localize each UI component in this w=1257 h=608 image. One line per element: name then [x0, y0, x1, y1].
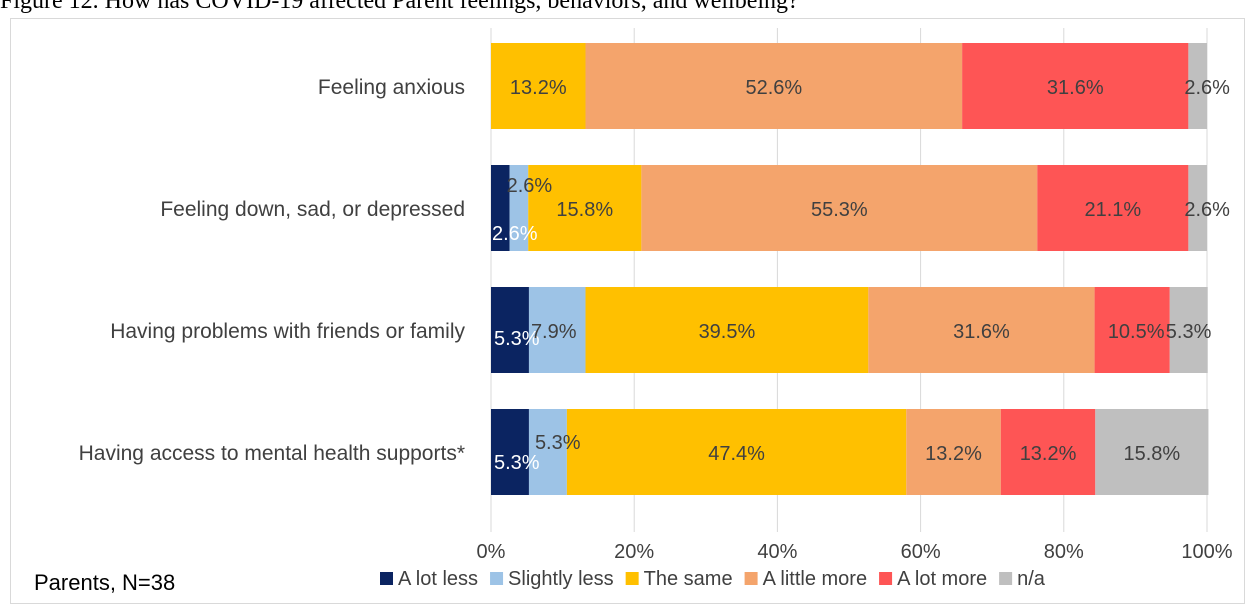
legend-entry: A lot more	[897, 568, 987, 590]
bar-segment	[962, 43, 1189, 129]
x-tick-label: 100%	[1181, 541, 1232, 563]
data-label: 5.3%	[535, 432, 581, 454]
bar-segment	[585, 287, 869, 373]
category-label: Having access to mental health supports*	[79, 442, 465, 465]
data-label: 2.6%	[1184, 77, 1230, 99]
data-label: 7.9%	[531, 321, 577, 343]
category-label: Feeling anxious	[318, 76, 465, 99]
legend-swatch	[380, 572, 393, 585]
bar-segment	[1094, 287, 1170, 373]
data-label: 5.3%	[494, 328, 540, 350]
category-labels: Feeling anxious Feeling down, sad, or dep…	[79, 76, 466, 465]
legend-entry: A little more	[763, 568, 867, 590]
bar-segment	[1188, 165, 1207, 251]
data-label: 31.6%	[953, 321, 1010, 343]
data-label: 39.5%	[699, 321, 756, 343]
legend-entry: n/a	[1017, 568, 1046, 590]
bar-segment	[528, 409, 567, 495]
data-label: 5.3%	[1166, 321, 1212, 343]
bar-segment	[491, 409, 529, 495]
bar-segment	[1095, 409, 1209, 495]
bar-segment	[566, 409, 907, 495]
data-label: 2.6%	[507, 175, 553, 197]
data-label: 13.2%	[925, 443, 982, 465]
data-label: 2.6%	[1184, 199, 1230, 221]
data-label: 52.6%	[745, 77, 802, 99]
x-tick-label: 20%	[614, 541, 654, 563]
category-label: Feeling down, sad, or depressed	[160, 198, 465, 221]
legend-entry: The same	[644, 568, 733, 590]
data-label: 13.2%	[1020, 443, 1077, 465]
x-tick-label: 80%	[1044, 541, 1084, 563]
x-tick-label: 40%	[757, 541, 797, 563]
chart-frame	[10, 18, 1245, 604]
bar-segment	[641, 165, 1038, 251]
bar-segment	[528, 287, 586, 373]
category-label: Having problems with friends or family	[110, 320, 465, 343]
chart-title: Figure 12. How has COVID-19 affected Par…	[0, 0, 799, 14]
legend: A lot less Slightly less The same A little …	[380, 568, 1046, 590]
bar-segment	[528, 165, 642, 251]
bar-segment	[585, 43, 963, 129]
data-label: 31.6%	[1047, 77, 1104, 99]
data-label: 15.8%	[556, 199, 613, 221]
data-label: 13.2%	[510, 77, 567, 99]
data-label: 47.4%	[708, 443, 765, 465]
bar-segment	[868, 287, 1095, 373]
bar-segment	[1188, 43, 1207, 129]
bar-segment	[509, 165, 529, 251]
bar-segment	[491, 287, 529, 373]
data-label: 15.8%	[1124, 443, 1181, 465]
legend-entry: Slightly less	[508, 568, 614, 590]
legend-entry: A lot less	[398, 568, 478, 590]
legend-swatch	[625, 572, 639, 585]
legend-swatch	[879, 572, 893, 585]
bar-segment	[1037, 165, 1189, 251]
bar-segment	[906, 409, 1001, 495]
bar-segment	[491, 165, 510, 251]
data-label: 10.5%	[1108, 321, 1165, 343]
data-label: 21.1%	[1084, 199, 1141, 221]
data-label: 2.6%	[492, 223, 538, 245]
bars: 13.2% 52.6% 31.6% 2.6%2.6%2.6%15.8% 55.3% 21.…	[491, 43, 1230, 495]
x-tick-label: 0%	[477, 541, 506, 563]
bar-segment	[1169, 287, 1208, 373]
bar-segment	[491, 43, 586, 129]
data-label: 55.3%	[811, 199, 868, 221]
x-axis-ticks: 0% 20% 40% 60% 80% 100%	[477, 541, 1233, 563]
x-tick-label: 60%	[901, 541, 941, 563]
legend-swatch	[490, 572, 504, 585]
data-label: 5.3%	[494, 452, 540, 474]
legend-swatch	[999, 572, 1013, 585]
sample-note: Parents, N=38	[34, 570, 176, 595]
legend-swatch	[744, 572, 758, 585]
bar-segment	[1000, 409, 1096, 495]
